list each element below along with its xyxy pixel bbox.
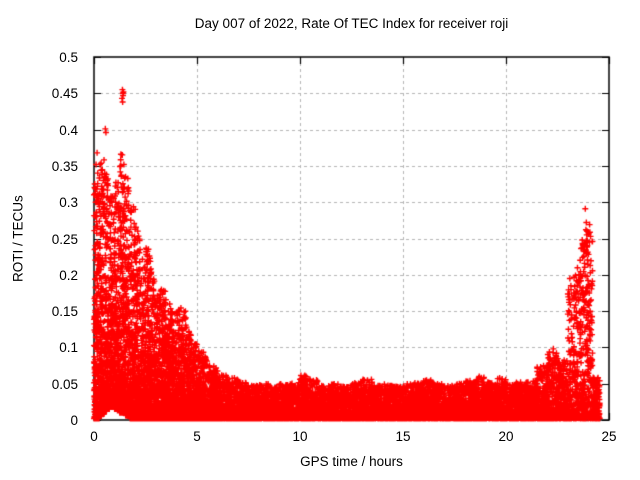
x-tick-label: 15 xyxy=(395,429,411,444)
x-tick-label: 5 xyxy=(193,429,201,444)
y-tick-label: 0.45 xyxy=(51,86,78,102)
x-tick-label: 25 xyxy=(601,429,617,444)
x-tick-label: 20 xyxy=(498,429,514,444)
y-tick-label: 0.3 xyxy=(59,195,78,211)
y-tick-label: 0.35 xyxy=(51,158,78,174)
y-tick-label: 0.25 xyxy=(51,231,78,247)
y-tick-label: 0 xyxy=(70,413,78,428)
x-axis-label: GPS time / hours xyxy=(300,454,403,469)
y-tick-label: 0.05 xyxy=(51,376,78,392)
y-tick-label: 0.15 xyxy=(51,304,78,320)
x-tick-label: 0 xyxy=(90,429,98,444)
x-tick-label: 10 xyxy=(292,429,308,444)
y-tick-label: 0.2 xyxy=(59,267,78,283)
y-tick-label: 0.4 xyxy=(59,122,78,138)
y-tick-label: 0.5 xyxy=(59,50,78,65)
y-tick-label: 0.1 xyxy=(59,340,78,356)
